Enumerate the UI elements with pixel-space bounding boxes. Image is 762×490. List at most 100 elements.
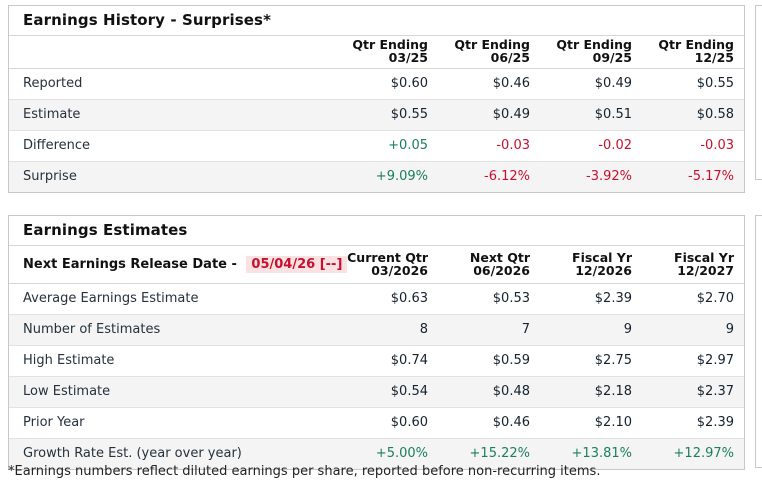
column-header-line2: 12/2026	[575, 263, 632, 278]
cell-value: +0.05	[388, 138, 428, 153]
cell-value: 9	[623, 322, 632, 337]
column-header: Fiscal Yr 12/2026	[540, 246, 642, 284]
column-header-line1: Qtr Ending	[352, 37, 428, 52]
cell-value: $0.63	[390, 291, 428, 306]
column-header-line1: Fiscal Yr	[572, 250, 632, 265]
cell-value: $2.18	[594, 384, 632, 399]
table-row-difference: Difference +0.05 -0.03 -0.02 -0.03	[9, 131, 744, 162]
cell-value: $0.54	[390, 384, 428, 399]
table-row-number-of-estimates: Number of Estimates 8 7 9 9	[9, 314, 744, 346]
column-header-line2: 06/25	[490, 50, 530, 65]
row-label: Surprise	[23, 169, 77, 184]
cell-value: -5.17%	[688, 169, 734, 184]
earnings-history-table: Qtr Ending 03/25 Qtr Ending 06/25 Qtr En…	[9, 36, 744, 192]
cell-value: $0.59	[492, 353, 530, 368]
row-label: Number of Estimates	[23, 322, 161, 337]
earnings-footnote: *Earnings numbers reflect diluted earnin…	[8, 464, 601, 479]
cell-value: $0.48	[492, 384, 530, 399]
table-row-high-estimate: High Estimate $0.74 $0.59 $2.75 $2.97	[9, 346, 744, 377]
cell-value: +12.97%	[673, 446, 734, 461]
earnings-history-panel: Earnings History - Surprises* Qtr Ending…	[8, 5, 745, 193]
column-header: Fiscal Yr 12/2027	[642, 246, 744, 284]
next-earnings-release: Next Earnings Release Date - 05/04/26 [-…	[9, 246, 348, 284]
table-row-reported: Reported $0.60 $0.46 $0.49 $0.55	[9, 69, 744, 100]
cell-value: -0.03	[700, 138, 734, 153]
cell-value: +9.09%	[375, 169, 428, 184]
row-label: Average Earnings Estimate	[23, 291, 199, 306]
column-header-line2: 03/2026	[371, 263, 428, 278]
cell-value: $2.39	[696, 415, 734, 430]
cell-value: 7	[521, 322, 530, 337]
cell-value: $2.75	[594, 353, 632, 368]
cell-value: 8	[419, 322, 428, 337]
column-header-line2: 09/25	[592, 50, 632, 65]
table-row-estimate: Estimate $0.55 $0.49 $0.51 $0.58	[9, 99, 744, 131]
column-header-line1: Next Qtr	[469, 250, 530, 265]
history-header-spacer	[9, 36, 336, 69]
cell-value: $2.97	[696, 353, 734, 368]
cell-value: $2.70	[696, 291, 734, 306]
cell-value: $0.46	[492, 415, 530, 430]
row-label: Low Estimate	[23, 384, 111, 399]
table-row-low-estimate: Low Estimate $0.54 $0.48 $2.18 $2.37	[9, 376, 744, 408]
earnings-estimates-title: Earnings Estimates	[9, 216, 744, 246]
column-header-line1: Qtr Ending	[658, 37, 734, 52]
cell-value: +13.81%	[571, 446, 632, 461]
cell-value: -0.02	[598, 138, 632, 153]
cell-value: $0.49	[594, 76, 632, 91]
row-label: Estimate	[23, 107, 81, 122]
cell-value: $0.60	[390, 76, 428, 91]
release-date-label: Next Earnings Release Date -	[23, 256, 237, 272]
cell-value: +15.22%	[469, 446, 530, 461]
cell-value: $0.58	[696, 107, 734, 122]
estimates-header-row: Next Earnings Release Date - 05/04/26 [-…	[9, 246, 744, 284]
column-header-line2: 12/25	[694, 50, 734, 65]
row-label: Prior Year	[23, 415, 85, 430]
cell-value: $2.10	[594, 415, 632, 430]
cell-value: $0.51	[594, 107, 632, 122]
cell-value: -3.92%	[586, 169, 632, 184]
row-label: Reported	[23, 76, 83, 91]
cell-value: $0.49	[492, 107, 530, 122]
cell-value: $2.39	[594, 291, 632, 306]
cell-value: $2.37	[696, 384, 734, 399]
table-row-growth-rate: Growth Rate Est. (year over year) +5.00%…	[9, 438, 744, 469]
column-header-line1: Qtr Ending	[454, 37, 530, 52]
row-label: High Estimate	[23, 353, 115, 368]
column-header-line1: Qtr Ending	[556, 37, 632, 52]
cell-value: $0.55	[696, 76, 734, 91]
cell-value: 9	[725, 322, 734, 337]
row-label: Difference	[23, 138, 91, 153]
cell-value: $0.53	[492, 291, 530, 306]
cell-value: $0.46	[492, 76, 530, 91]
column-header-line2: 03/25	[388, 50, 428, 65]
cell-value: -0.03	[496, 138, 530, 153]
cell-value: $0.74	[390, 353, 428, 368]
history-header-row: Qtr Ending 03/25 Qtr Ending 06/25 Qtr En…	[9, 36, 744, 69]
table-row-surprise: Surprise +9.09% -6.12% -3.92% -5.17%	[9, 161, 744, 192]
row-label: Growth Rate Est. (year over year)	[23, 446, 242, 461]
table-row-average-estimate: Average Earnings Estimate $0.63 $0.53 $2…	[9, 284, 744, 315]
earnings-history-title: Earnings History - Surprises*	[9, 6, 744, 36]
earnings-estimates-panel: Earnings Estimates Next Earnings Release…	[8, 215, 745, 470]
adjacent-panel-edge-top	[755, 5, 762, 180]
cell-value: $0.55	[390, 107, 428, 122]
column-header: Qtr Ending 06/25	[438, 36, 540, 69]
earnings-estimates-table: Next Earnings Release Date - 05/04/26 [-…	[9, 246, 744, 469]
column-header-line2: 06/2026	[473, 263, 530, 278]
adjacent-panel-edge-bottom	[755, 215, 762, 468]
column-header-line2: 12/2027	[677, 263, 734, 278]
column-header: Current Qtr 03/2026	[336, 246, 438, 284]
column-header-line1: Fiscal Yr	[674, 250, 734, 265]
column-header: Qtr Ending 09/25	[540, 36, 642, 69]
cell-value: +5.00%	[375, 446, 428, 461]
column-header: Qtr Ending 12/25	[642, 36, 744, 69]
column-header: Qtr Ending 03/25	[336, 36, 438, 69]
column-header: Next Qtr 06/2026	[438, 246, 540, 284]
column-header-line1: Current Qtr	[347, 250, 428, 265]
cell-value: -6.12%	[484, 169, 530, 184]
release-date-value: 05/04/26 [--]	[246, 255, 348, 273]
table-row-prior-year: Prior Year $0.60 $0.46 $2.10 $2.39	[9, 408, 744, 439]
cell-value: $0.60	[390, 415, 428, 430]
